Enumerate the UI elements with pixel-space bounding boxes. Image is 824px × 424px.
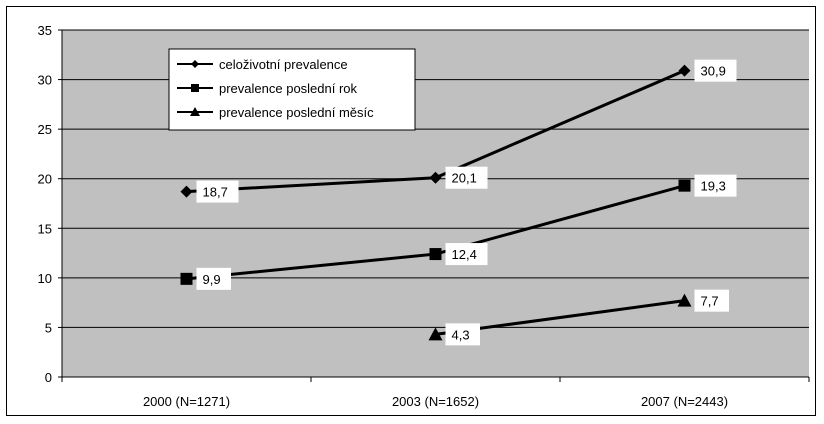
data-label-box [196, 180, 239, 203]
legend-item: prevalence poslední rok [177, 81, 358, 96]
x-tick-label: 2000 (N=1271) [143, 394, 230, 409]
data-label: 7,7 [701, 294, 719, 309]
data-label: 20,1 [452, 171, 477, 186]
data-label-box [694, 289, 729, 312]
data-label-box [445, 243, 488, 266]
legend-box [168, 48, 416, 131]
legend: celoživotní prevalence prevalence posledn… [168, 48, 416, 131]
diamond-marker [678, 64, 691, 77]
data-label: 19,3 [701, 179, 726, 194]
legend-label: prevalence poslední rok [219, 81, 358, 96]
square-marker [678, 179, 691, 192]
x-tick-label: 2007 (N=2443) [641, 394, 728, 409]
y-axis-ticks: 0 5 10 15 20 25 30 35 [38, 23, 62, 385]
y-tick-label: 5 [45, 320, 52, 335]
data-label-box [445, 166, 488, 189]
diamond-marker [191, 60, 199, 68]
data-label-box [445, 323, 480, 346]
legend-item: celoživotní prevalence [177, 57, 348, 72]
axes [61, 30, 809, 378]
legend-label: prevalence poslední měsíc [219, 105, 374, 120]
triangle-marker [428, 327, 443, 341]
triangle-marker [190, 107, 200, 116]
diamond-marker [180, 185, 193, 198]
data-label: 12,4 [452, 247, 477, 262]
data-label: 9,9 [203, 272, 221, 287]
square-marker [191, 84, 199, 92]
y-tick-label: 20 [38, 172, 52, 187]
y-tick-label: 0 [45, 370, 52, 385]
legend-item: prevalence poslední měsíc [177, 105, 374, 120]
triangle-marker [677, 293, 692, 307]
data-label: 30,9 [701, 64, 726, 79]
legend-label: celoživotní prevalence [219, 57, 348, 72]
series-group: 18,7 20,1 30,9 9,9 12,4 19,3 4,3 7,7 [180, 59, 737, 346]
data-label-box [694, 59, 737, 82]
data-label-box [196, 267, 231, 290]
y-tick-label: 35 [38, 23, 52, 38]
data-label: 4,3 [452, 327, 470, 342]
square-marker [429, 248, 442, 261]
y-tick-label: 15 [38, 221, 52, 236]
series-diamond: 18,7 20,1 30,9 [180, 59, 737, 203]
square-marker [180, 272, 193, 285]
series-square: 9,9 12,4 19,3 [180, 174, 737, 290]
data-label: 18,7 [203, 185, 228, 200]
y-tick-label: 25 [38, 122, 52, 137]
series-triangle: 4,3 7,7 [428, 289, 729, 346]
x-axis-ticks: 2000 (N=1271) 2003 (N=1652) 2007 (N=2443) [61, 377, 810, 409]
diamond-marker [429, 171, 442, 184]
x-tick-label: 2003 (N=1652) [392, 394, 479, 409]
y-tick-label: 10 [38, 271, 52, 286]
data-label-box [694, 174, 737, 197]
y-tick-label: 30 [38, 73, 52, 88]
